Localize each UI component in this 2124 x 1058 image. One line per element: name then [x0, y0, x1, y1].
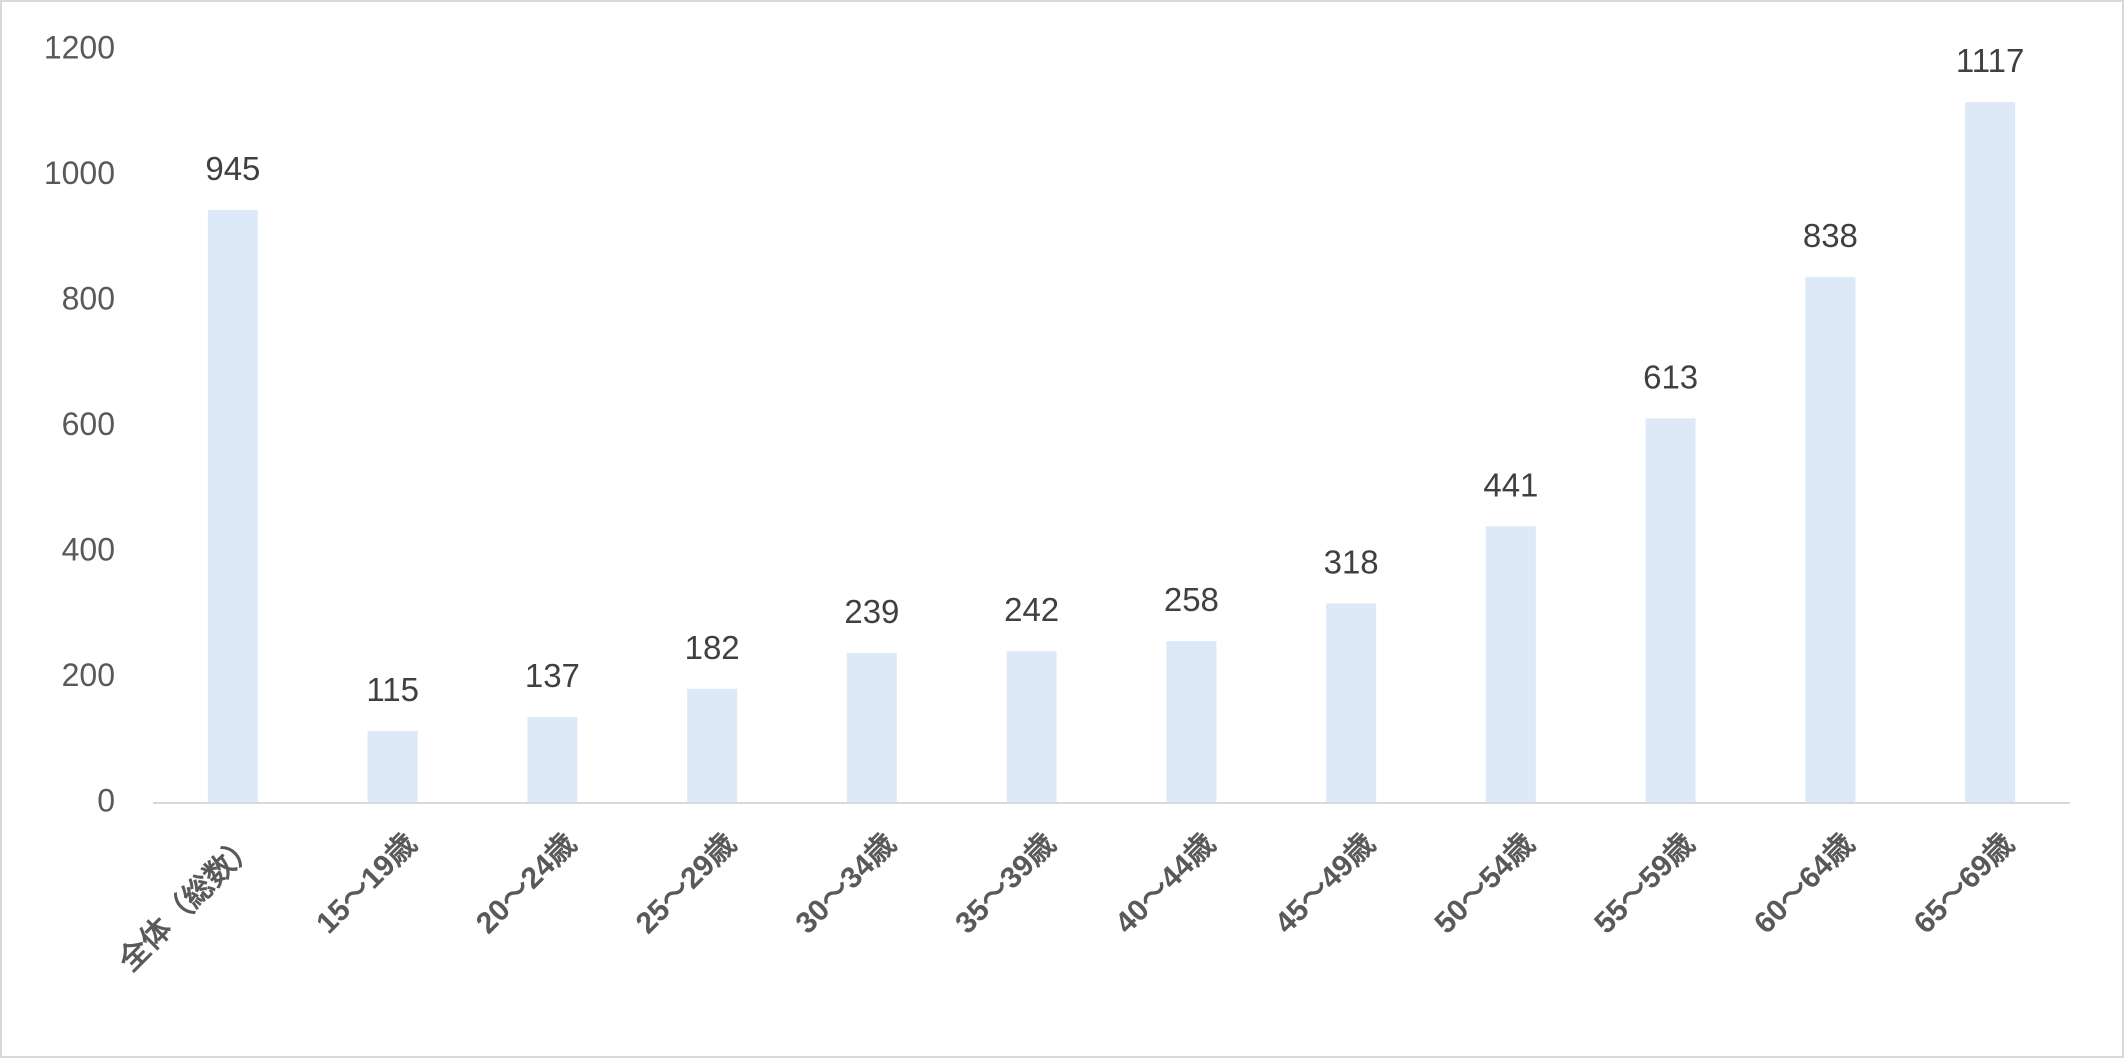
bar: [1645, 418, 1696, 803]
y-tick-label: 0: [97, 782, 115, 818]
data-label: 242: [1004, 591, 1059, 628]
bar: [1326, 603, 1377, 803]
bar: [687, 688, 738, 803]
y-tick-label: 1200: [44, 29, 115, 65]
data-label: 115: [366, 671, 419, 708]
y-tick-label: 200: [62, 657, 115, 693]
bar: [527, 717, 578, 803]
data-label: 137: [525, 657, 580, 694]
bar: [1166, 641, 1217, 803]
y-tick-label: 600: [62, 406, 115, 442]
y-tick-label: 400: [62, 531, 115, 567]
data-label: 239: [844, 593, 899, 630]
y-tick-label: 800: [62, 280, 115, 316]
data-label: 838: [1803, 217, 1858, 254]
y-tick-label: 1000: [44, 155, 115, 191]
bar: [1006, 651, 1057, 803]
data-label: 613: [1643, 358, 1698, 395]
data-label: 945: [205, 150, 260, 187]
data-label: 1117: [1956, 42, 2025, 79]
data-label: 441: [1483, 466, 1538, 503]
data-label: 182: [685, 629, 740, 666]
bar: [846, 653, 897, 803]
bar: [207, 210, 258, 803]
bar: [1805, 277, 1856, 803]
bar: [1965, 102, 2016, 803]
data-label: 258: [1164, 581, 1219, 618]
bar: [1485, 526, 1536, 803]
bar: [367, 730, 418, 803]
data-label: 318: [1324, 543, 1379, 580]
